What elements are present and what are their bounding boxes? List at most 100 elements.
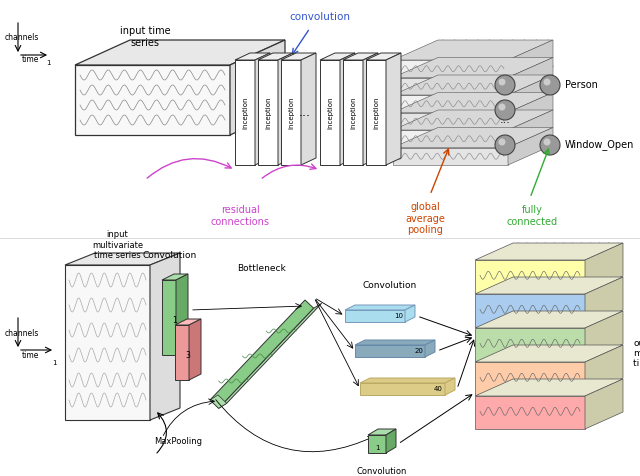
Polygon shape [235,53,270,60]
Text: 1: 1 [173,316,177,325]
Polygon shape [162,274,188,280]
Polygon shape [393,148,508,165]
Polygon shape [405,305,415,322]
Text: convolution: convolution [289,12,351,22]
Polygon shape [210,395,227,408]
Circle shape [495,100,515,120]
Text: input
multivariate
time series: input multivariate time series [92,230,143,260]
Text: time: time [22,350,40,359]
Circle shape [543,79,550,86]
Polygon shape [175,319,201,325]
Polygon shape [345,310,405,322]
Polygon shape [475,362,585,395]
Polygon shape [176,274,188,355]
Polygon shape [508,40,553,78]
Polygon shape [219,303,322,408]
Polygon shape [360,383,445,395]
Text: time: time [22,56,40,65]
Polygon shape [508,128,553,165]
Text: MaxPooling: MaxPooling [154,437,202,446]
Polygon shape [366,60,386,165]
Text: channels: channels [5,33,40,42]
Polygon shape [393,60,508,78]
Polygon shape [508,92,553,130]
Polygon shape [475,328,585,361]
Polygon shape [475,260,585,293]
Text: Person: Person [565,80,598,90]
Polygon shape [320,53,355,60]
Polygon shape [585,243,623,293]
Text: Bottleneck: Bottleneck [237,264,286,273]
Polygon shape [343,60,363,165]
Polygon shape [393,78,508,95]
Polygon shape [393,75,553,95]
Polygon shape [363,53,378,165]
Text: inception: inception [242,96,248,129]
Circle shape [499,79,506,86]
Polygon shape [393,112,508,130]
Text: global
average
pooling: global average pooling [405,202,445,235]
Polygon shape [508,110,553,148]
Text: inception: inception [288,96,294,129]
Polygon shape [445,378,455,395]
Polygon shape [475,379,623,396]
Polygon shape [508,58,553,95]
Text: 3: 3 [186,351,191,360]
Circle shape [495,135,515,155]
Text: input time
series: input time series [120,26,170,48]
Polygon shape [345,305,415,310]
Polygon shape [386,53,401,165]
Circle shape [543,139,550,146]
Text: fully
connected: fully connected [506,205,557,227]
Polygon shape [475,311,623,328]
Polygon shape [393,58,553,78]
Circle shape [540,75,560,95]
Polygon shape [475,243,623,260]
Text: 40: 40 [434,386,443,392]
Text: 10: 10 [394,313,403,319]
Polygon shape [210,300,314,408]
Text: inception: inception [327,96,333,129]
Text: 1: 1 [52,360,56,366]
Text: inception: inception [265,96,271,129]
Polygon shape [235,60,255,165]
Polygon shape [585,345,623,395]
Polygon shape [258,60,278,165]
Polygon shape [475,396,585,429]
Circle shape [499,139,506,146]
Text: ...: ... [299,106,311,119]
Text: inception: inception [350,96,356,129]
Polygon shape [355,345,425,357]
Polygon shape [368,435,386,453]
Circle shape [499,103,506,110]
Polygon shape [393,128,553,148]
Polygon shape [355,340,435,345]
Polygon shape [360,378,455,383]
Polygon shape [585,379,623,429]
Polygon shape [368,429,396,435]
Text: 20: 20 [414,348,423,354]
Polygon shape [162,280,176,355]
Polygon shape [281,53,316,60]
Text: Convolution: Convolution [357,467,407,476]
Polygon shape [343,53,378,60]
Polygon shape [301,53,316,165]
Polygon shape [175,325,189,380]
Polygon shape [475,277,623,294]
Polygon shape [320,60,340,165]
Text: ...: ... [500,115,511,125]
Circle shape [540,135,560,155]
Polygon shape [585,311,623,361]
Polygon shape [393,130,508,148]
Polygon shape [475,345,623,362]
Polygon shape [393,95,508,112]
Text: output
multivariate
time series: output multivariate time series [633,338,640,368]
Polygon shape [366,53,401,60]
Polygon shape [393,92,553,112]
Polygon shape [475,294,585,327]
Polygon shape [65,253,180,265]
Polygon shape [425,340,435,357]
Text: channels: channels [5,328,40,337]
Polygon shape [258,53,293,60]
Text: Convolution: Convolution [143,251,197,260]
